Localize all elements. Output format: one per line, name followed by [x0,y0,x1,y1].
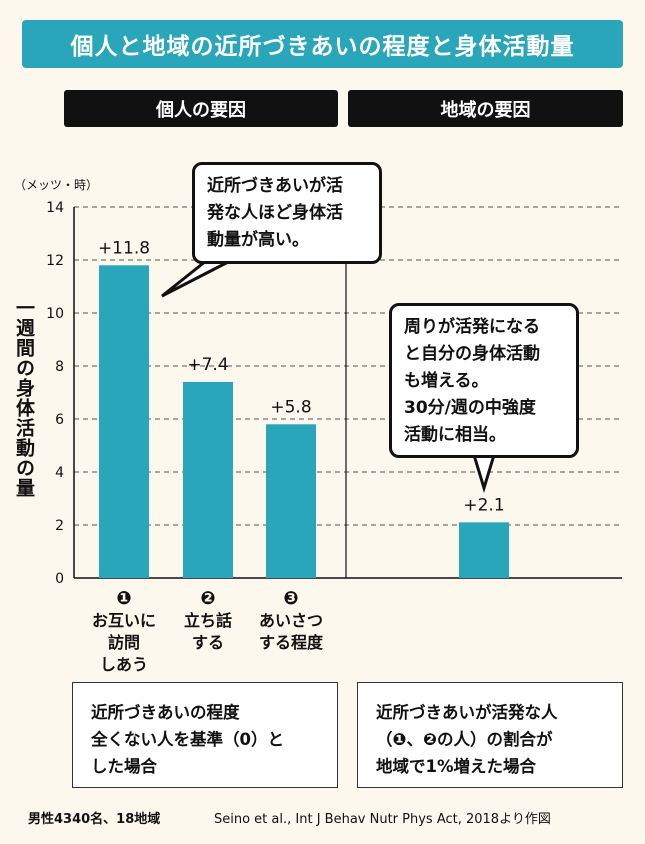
note-individual-line: した場合 [91,757,157,776]
header-regional-factors: 地域の要因 [348,90,623,127]
y-axis-unit: （メッツ・時） [14,178,99,192]
footer-sample: 男性4340名、18地域 [28,812,161,827]
category-label-line: する [191,633,224,652]
bar [183,381,233,578]
bar [99,265,149,578]
y-tick-label: 12 [46,253,64,269]
callout-individual: 近所づきあいが活 発な人ほど身体活 動量が高い。 [192,162,382,264]
callout-regional: 周りが活発になる と自分の身体活動 も増える。 30分/週の中強度 活動に相当。 [389,303,579,458]
category-label-line: 立ち話 [183,611,232,630]
note-individual-baseline: 近所づきあいの程度全くない人を基準（0）と した場合 [72,682,338,788]
category-label-line: しあう [99,655,148,674]
y-tick-label: 8 [55,359,64,375]
y-tick-label: 4 [55,465,64,481]
bar-value-label: +5.8 [270,397,311,417]
note-regional-line: 地域で1%増えた場合 [376,757,537,776]
footer-source: Seino et al., Int J Behav Nutr Phys Act,… [214,812,551,827]
note-regional-line: 近所づきあいが活発な人 [376,703,558,722]
callout-regional-line: も増える。 [404,371,489,391]
category-number: ❷ [200,588,216,609]
callout-individual-line: 近所づきあいが活 [207,176,343,196]
note-individual-line: 近所づきあいの程度 [91,703,240,722]
header-individual-factors: 個人の要因 [64,90,338,127]
y-tick-label: 2 [55,518,64,534]
callout-individual-line: 発な人ほど身体活 [207,203,343,223]
note-regional-baseline: 近所づきあいが活発な人 （❶、❷の人）の割合が 地域で1%増えた場合 [357,682,623,788]
category-label-line: あいさつ [258,611,323,630]
y-axis-label: 一週間の身体活動の量 [13,298,35,498]
bar-value-label: +7.4 [187,355,228,375]
chart-title: 個人と地域の近所づきあいの程度と身体活動量 [22,20,623,68]
callout-regional-line: と自分の身体活動 [404,344,540,364]
category-number: ❶ [116,588,132,609]
y-tick-label: 10 [46,306,64,322]
category-label-line: 訪問 [107,633,140,652]
callout-regional-line: 30分/週の中強度 [404,398,536,418]
callout-regional-line: 周りが活発になる [404,317,540,337]
y-tick-label: 0 [55,571,64,587]
bar-value-label: +11.8 [98,238,150,258]
callout-individual-tail [161,259,231,298]
bar-value-label: +2.1 [463,495,504,515]
bar [459,522,509,578]
x-category-label: ❶ お互いに訪問しあう [74,588,174,676]
category-number: ❸ [283,588,299,609]
x-category-label: ❷ 立ち話する [158,588,258,654]
y-tick-label: 6 [55,412,64,428]
x-category-label: ❸ あいさつする程度 [241,588,341,654]
category-label-line: する程度 [258,633,323,652]
bar [266,424,316,578]
callout-regional-line: 活動に相当。 [404,425,506,445]
note-individual-line: 全くない人を基準（0）と [91,730,284,749]
note-regional-line: （❶、❷の人）の割合が [376,730,553,749]
callout-individual-line: 動量が高い。 [207,230,309,250]
category-label-line: お互いに [91,611,156,630]
y-tick-label: 14 [46,200,64,216]
